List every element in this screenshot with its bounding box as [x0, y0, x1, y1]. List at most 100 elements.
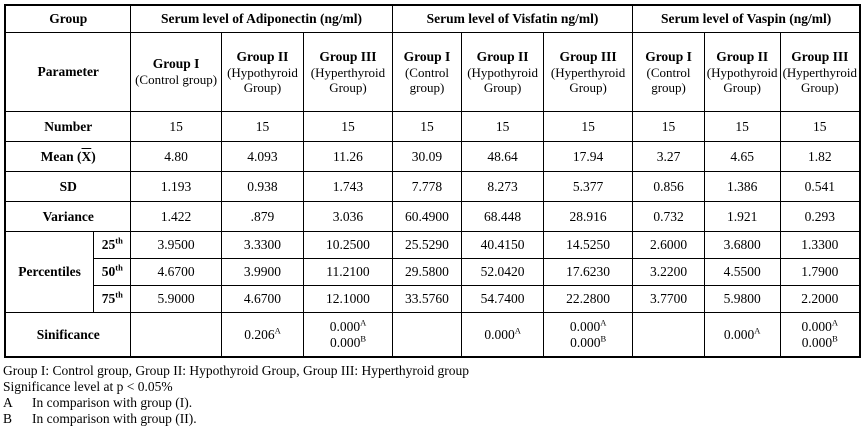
group-header: Group III (Hyperthyroid Group)	[779, 32, 861, 112]
value-cell: 54.7400	[461, 285, 544, 313]
section-title-adiponectin: Serum level of Adiponectin (ng/ml)	[130, 4, 393, 33]
row-label-variance: Variance	[4, 201, 132, 232]
value-cell: 1.7900	[779, 258, 861, 286]
value-cell: 3.7700	[632, 285, 705, 313]
value-cell: 17.6230	[542, 258, 634, 286]
value-cell: 14.5250	[542, 231, 634, 259]
section-title-visfatin: Serum level of Visfatin ng/ml)	[391, 4, 634, 33]
value-cell: 10.2500	[303, 231, 393, 259]
group-name: Group II	[236, 48, 289, 64]
value-cell: 48.64	[461, 141, 544, 172]
value-cell: 8.273	[461, 171, 544, 202]
value-cell: 15	[391, 111, 463, 142]
percentile-75-row: 75th 5.9000 4.6700 12.1000 33.5760 54.74…	[5, 285, 861, 313]
group-desc: (Hyperthyroid Group)	[550, 64, 626, 95]
value-cell: 11.2100	[303, 258, 393, 286]
value-cell: 1.921	[703, 201, 781, 232]
value-cell: 30.09	[391, 141, 463, 172]
value-cell: 15	[703, 111, 781, 142]
value-cell: 1.743	[303, 171, 393, 202]
value-cell: 68.448	[461, 201, 544, 232]
value-cell: 11.26	[303, 141, 393, 172]
group-header: Group III (Hyperthyroid Group)	[303, 32, 393, 112]
footnote-a-text: In comparison with group (I).	[32, 395, 193, 410]
group-name: Group I	[403, 48, 451, 64]
group-header: Group I (Control group)	[632, 32, 705, 112]
group-name: Group I	[152, 56, 200, 72]
significance-cell: 0.000A 0.000B	[779, 312, 861, 358]
value-cell: 15	[461, 111, 544, 142]
value-cell: 1.193	[130, 171, 222, 202]
value-cell: 25.5290	[391, 231, 463, 259]
statistics-table: Group Serum level of Adiponectin (ng/ml)…	[4, 4, 861, 358]
value-cell: 12.1000	[303, 285, 393, 313]
value-cell: 29.5800	[391, 258, 463, 286]
value-cell: 60.4900	[391, 201, 463, 232]
row-label-sd: SD	[4, 171, 132, 202]
table-footnotes: Group I: Control group, Group II: Hypoth…	[3, 363, 861, 427]
significance-cell-empty	[391, 312, 463, 358]
significance-row: Sinificance 0.206A 0.000A 0.000B 0.000A …	[4, 312, 861, 358]
section-title-vaspin: Serum level of Vaspin (ng/ml)	[632, 4, 861, 33]
value-cell: 4.80	[130, 141, 222, 172]
group-name: Group III	[791, 48, 849, 64]
mean-row: Mean (X) 4.80 4.093 11.26 30.09 48.64 17…	[4, 141, 861, 172]
value-cell: 15	[220, 111, 305, 142]
value-cell: 3.036	[303, 201, 393, 232]
variance-row: Variance 1.422 .879 3.036 60.4900 68.448…	[4, 201, 861, 232]
percentile-50-row: 50th 4.6700 3.9900 11.2100 29.5800 52.04…	[5, 258, 861, 286]
value-cell: 4.6700	[220, 285, 305, 313]
group-desc: (Control group)	[404, 64, 450, 95]
footnote-b-text: In comparison with group (II).	[32, 411, 197, 426]
footnote-significance-level: Significance level at p < 0.05%	[3, 379, 173, 394]
group-name: Group III	[559, 48, 617, 64]
value-cell: 0.938	[220, 171, 305, 202]
group-name: Group II	[476, 48, 529, 64]
percentile-sub-label: 25th	[93, 231, 132, 259]
value-cell: 15	[303, 111, 393, 142]
footnote-a-marker: A	[3, 395, 13, 410]
group-desc: (Hyperthyroid Group)	[782, 64, 857, 95]
corner-group-label: Group	[4, 4, 132, 33]
percentile-sub-label: 50th	[93, 258, 132, 286]
significance-cell: 0.000A	[461, 312, 544, 358]
group-desc: (Control group)	[135, 72, 218, 88]
value-cell: 4.6700	[130, 258, 222, 286]
value-cell: 1.3300	[779, 231, 861, 259]
value-cell: 28.916	[542, 201, 634, 232]
group-name: Group I	[645, 48, 692, 64]
value-cell: 5.9000	[130, 285, 222, 313]
percentile-sub-label: 75th	[93, 285, 132, 313]
value-cell: 1.422	[130, 201, 222, 232]
value-cell: 4.093	[220, 141, 305, 172]
value-cell: 5.377	[542, 171, 634, 202]
section-header-row: Group Serum level of Adiponectin (ng/ml)…	[4, 4, 861, 33]
value-cell: 3.3300	[220, 231, 305, 259]
footnote-b-marker: B	[3, 411, 13, 426]
value-cell: 15	[632, 111, 705, 142]
significance-cell-empty	[632, 312, 705, 358]
row-label-mean: Mean (X)	[4, 141, 132, 172]
value-cell: 5.9800	[703, 285, 781, 313]
row-label-number: Number	[4, 111, 132, 142]
value-cell: 17.94	[542, 141, 634, 172]
value-cell: 3.6800	[703, 231, 781, 259]
group-name: Group II	[716, 48, 769, 64]
significance-cell: 0.000A 0.000B	[303, 312, 393, 358]
value-cell: 2.2000	[779, 285, 861, 313]
group-desc: (Hyperthyroid Group)	[310, 64, 386, 95]
value-cell: 3.9900	[220, 258, 305, 286]
value-cell: 0.541	[779, 171, 861, 202]
number-row: Number 15 15 15 15 15 15 15 15 15	[4, 111, 861, 142]
group-header: Group II (Hypothyroid Group)	[703, 32, 781, 112]
group-header: Group II (Hypothyroid Group)	[220, 32, 305, 112]
significance-cell: 0.000A	[703, 312, 781, 358]
value-cell: 0.293	[779, 201, 861, 232]
value-cell: 7.778	[391, 171, 463, 202]
percentile-25-row: Percentiles 25th 3.9500 3.3300 10.2500 2…	[4, 231, 861, 313]
value-cell: 2.6000	[632, 231, 705, 259]
value-cell: 33.5760	[391, 285, 463, 313]
value-cell: 3.9500	[130, 231, 222, 259]
group-header-row: Parameter Group I (Control group) Group …	[4, 32, 861, 112]
group-desc: (Control group)	[646, 64, 691, 95]
